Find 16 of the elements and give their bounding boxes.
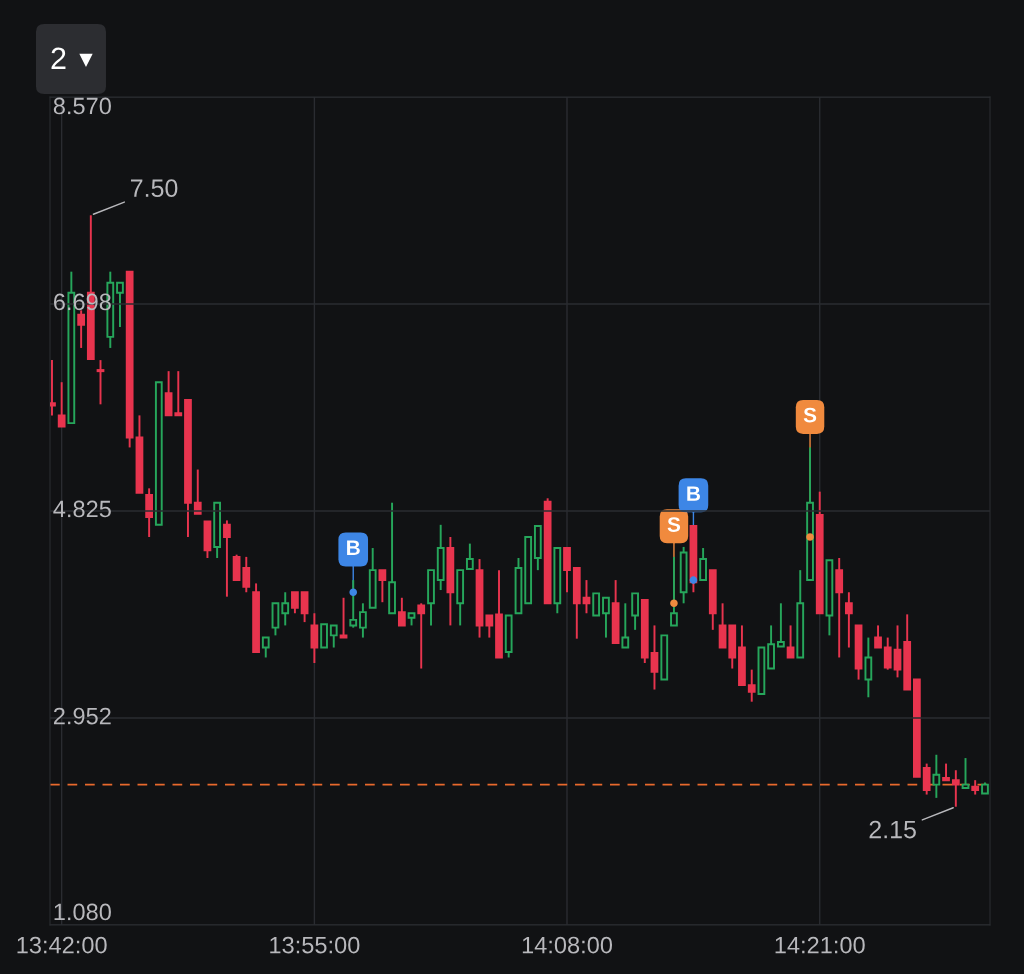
x-tick-label: 14:08:00 bbox=[522, 936, 613, 954]
annotation: 7.50 bbox=[130, 179, 178, 197]
y-tick-label: 8.570 bbox=[53, 97, 111, 115]
annotation: B bbox=[347, 540, 360, 555]
text: 2 bbox=[51, 47, 66, 69]
annotation: S bbox=[667, 517, 681, 532]
x-tick-label: 13:55:00 bbox=[270, 936, 360, 954]
x-tick-label: 14:21:00 bbox=[775, 936, 865, 954]
x-tick-label: 13:42:00 bbox=[17, 936, 107, 954]
annotation: 2.15 bbox=[869, 820, 916, 839]
annotation: S bbox=[803, 407, 817, 423]
y-tick-label: 4.825 bbox=[53, 500, 111, 518]
y-tick-label: 1.080 bbox=[54, 903, 111, 921]
annotation: B bbox=[687, 486, 700, 501]
y-tick-label: 6.698 bbox=[53, 293, 111, 311]
y-tick-label: 2.952 bbox=[53, 707, 111, 725]
